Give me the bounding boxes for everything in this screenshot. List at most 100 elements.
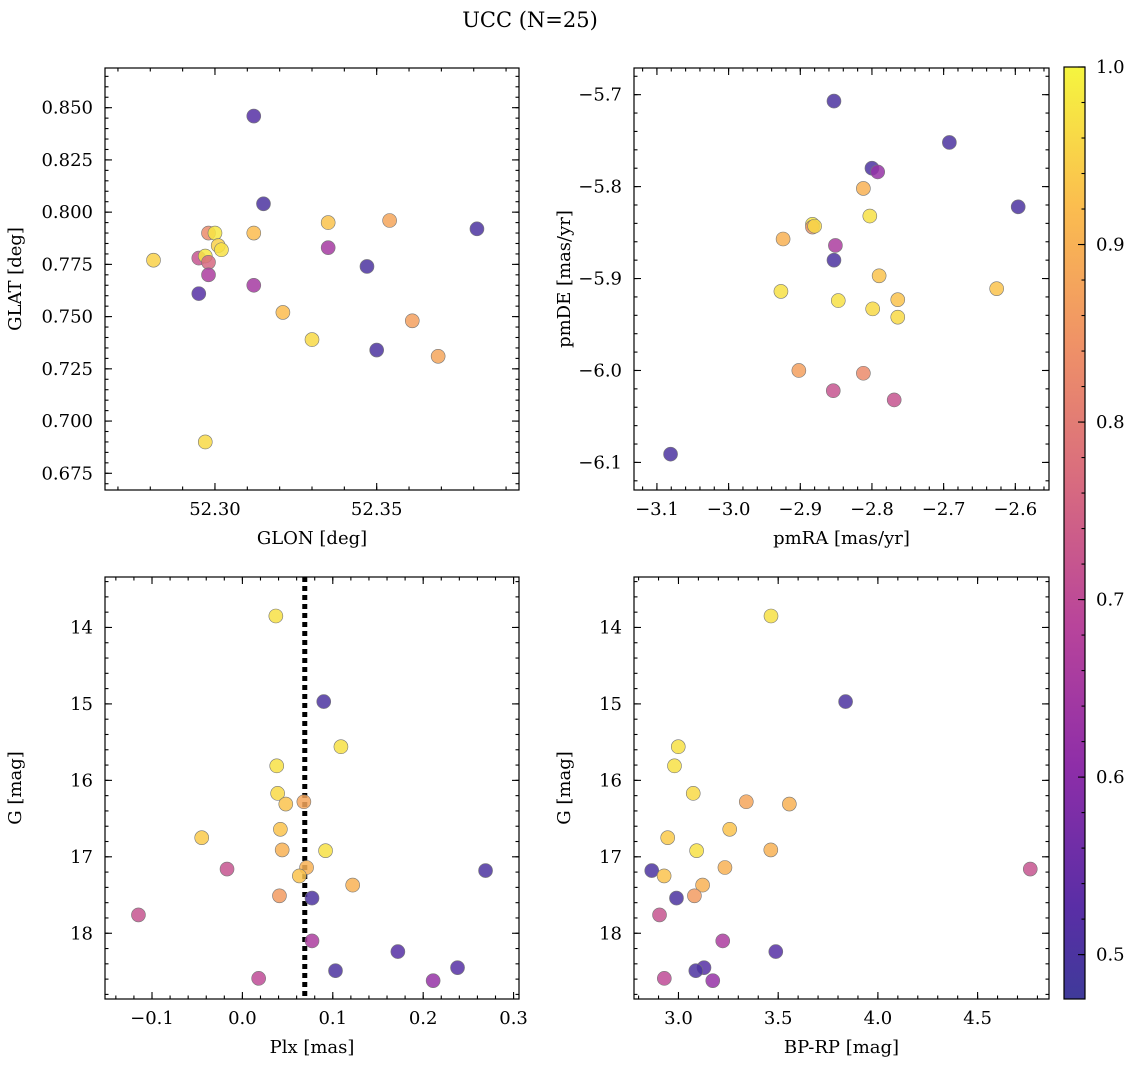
colorbar-tick-label: 0.5 <box>1096 945 1125 966</box>
data-point <box>763 842 779 858</box>
data-point <box>870 164 885 180</box>
data-point <box>292 868 307 884</box>
x-axis-label: GLON [deg] <box>257 528 367 549</box>
data-point <box>270 786 285 801</box>
data-point <box>197 434 213 450</box>
y-tick-label: 0.800 <box>41 202 93 223</box>
x-tick-label: 3.0 <box>664 1008 693 1029</box>
data-point <box>871 268 887 284</box>
y-tick-label: 14 <box>70 617 93 638</box>
colorbar: 0.5 0.6 0.7 0.8 0.9 1.0 <box>1063 57 1125 1000</box>
data-point <box>717 860 733 875</box>
panel-3: −0.1 0.0 0.1 0.2 0.3 14 15 16 17 18 Plx [mas] G [ma… <box>5 576 528 1058</box>
colorbar-tick-label: 1.0 <box>1096 57 1125 78</box>
y-tick-label: 0.725 <box>41 359 93 380</box>
data-point <box>207 225 223 241</box>
y-tick-label: 17 <box>599 847 622 868</box>
data-point <box>667 758 682 774</box>
x-tick-label: 0.2 <box>409 1008 438 1029</box>
plot-frame <box>104 67 520 491</box>
x-tick-label: 52.35 <box>351 499 403 520</box>
data-point <box>826 252 842 268</box>
data-point <box>656 868 672 884</box>
data-point <box>670 739 686 755</box>
data-point <box>685 786 701 801</box>
data-point <box>689 843 704 858</box>
y-tick-label: 0.675 <box>41 463 93 484</box>
y-tick-label: −5.9 <box>578 269 622 290</box>
y-tick-label: 0.850 <box>41 98 93 119</box>
y-tick-label: −6.0 <box>578 360 622 381</box>
data-point <box>722 821 738 837</box>
colorbar-tick-label: 0.6 <box>1096 767 1125 788</box>
data-point <box>768 944 784 959</box>
data-point <box>268 608 284 624</box>
data-point <box>320 215 336 230</box>
y-tick-label: 15 <box>70 694 93 715</box>
data-point <box>425 973 441 988</box>
x-tick-label: 52.30 <box>189 499 241 520</box>
data-point <box>214 242 229 258</box>
data-point <box>345 877 360 893</box>
data-point <box>989 281 1004 296</box>
data-point <box>278 796 294 812</box>
plot-frame <box>104 576 520 1000</box>
x-tick-label: 3.5 <box>764 1008 793 1029</box>
data-point <box>131 907 146 923</box>
x-tick-label: −2.9 <box>778 499 822 520</box>
y-axis-label: pmDE [mas/yr] <box>554 210 575 348</box>
data-point <box>644 863 660 878</box>
data-point <box>705 973 721 988</box>
y-tick-label: 15 <box>599 694 622 715</box>
data-point <box>856 181 871 196</box>
data-point <box>333 739 349 755</box>
data-point <box>830 293 846 308</box>
data-point <box>256 196 271 212</box>
y-tick-label: −5.7 <box>578 85 622 106</box>
data-point <box>775 231 791 247</box>
data-point <box>773 284 789 299</box>
y-tick-label: −5.8 <box>578 177 622 198</box>
data-point <box>826 93 842 109</box>
y-tick-label: −6.1 <box>578 452 622 473</box>
x-tick-label: −2.6 <box>993 499 1037 520</box>
x-tick-label: −3.1 <box>635 499 679 520</box>
data-point <box>219 861 235 877</box>
data-point <box>828 238 843 253</box>
data-point <box>1010 199 1026 215</box>
data-point <box>430 348 446 364</box>
data-point <box>246 108 262 124</box>
data-point <box>886 392 902 408</box>
panel-4: 3.0 3.5 4.0 4.5 14 15 16 17 18 BP-RP [mag] G [mag] <box>554 576 1050 1058</box>
colorbar-tick-label: 0.9 <box>1096 235 1125 256</box>
y-tick-label: 0.825 <box>41 150 93 171</box>
x-axis-label: Plx [mas] <box>270 1037 355 1058</box>
y-tick-label: 16 <box>599 770 622 791</box>
y-tick-label: 18 <box>70 923 93 944</box>
data-point <box>687 888 702 904</box>
data-point <box>738 794 754 810</box>
x-tick-label: −3.0 <box>707 499 751 520</box>
x-tick-label: 4.0 <box>864 1008 893 1029</box>
y-axis-label: GLAT [deg] <box>5 227 26 331</box>
data-point <box>715 933 731 949</box>
data-point <box>782 796 797 812</box>
x-tick-label: 4.5 <box>963 1008 992 1029</box>
data-point <box>201 254 216 270</box>
data-point <box>763 608 779 624</box>
x-tick-label: −0.1 <box>130 1008 174 1029</box>
data-point <box>251 971 266 986</box>
data-point <box>246 277 262 293</box>
y-axis-label: G [mag] <box>5 751 26 824</box>
panel-2: −3.1 −3.0 −2.9 −2.8 −2.7 −2.6 −6.1 −6.0 −5.9 −5.8… <box>554 67 1050 549</box>
data-point <box>316 694 332 709</box>
data-point <box>246 225 262 241</box>
y-tick-label: 17 <box>70 847 93 868</box>
data-point <box>838 694 853 709</box>
data-point <box>669 890 684 906</box>
data-point <box>272 888 287 904</box>
data-point <box>194 830 210 845</box>
y-tick-label: 0.750 <box>41 307 93 328</box>
colorbar-gradient <box>1063 66 1086 1000</box>
